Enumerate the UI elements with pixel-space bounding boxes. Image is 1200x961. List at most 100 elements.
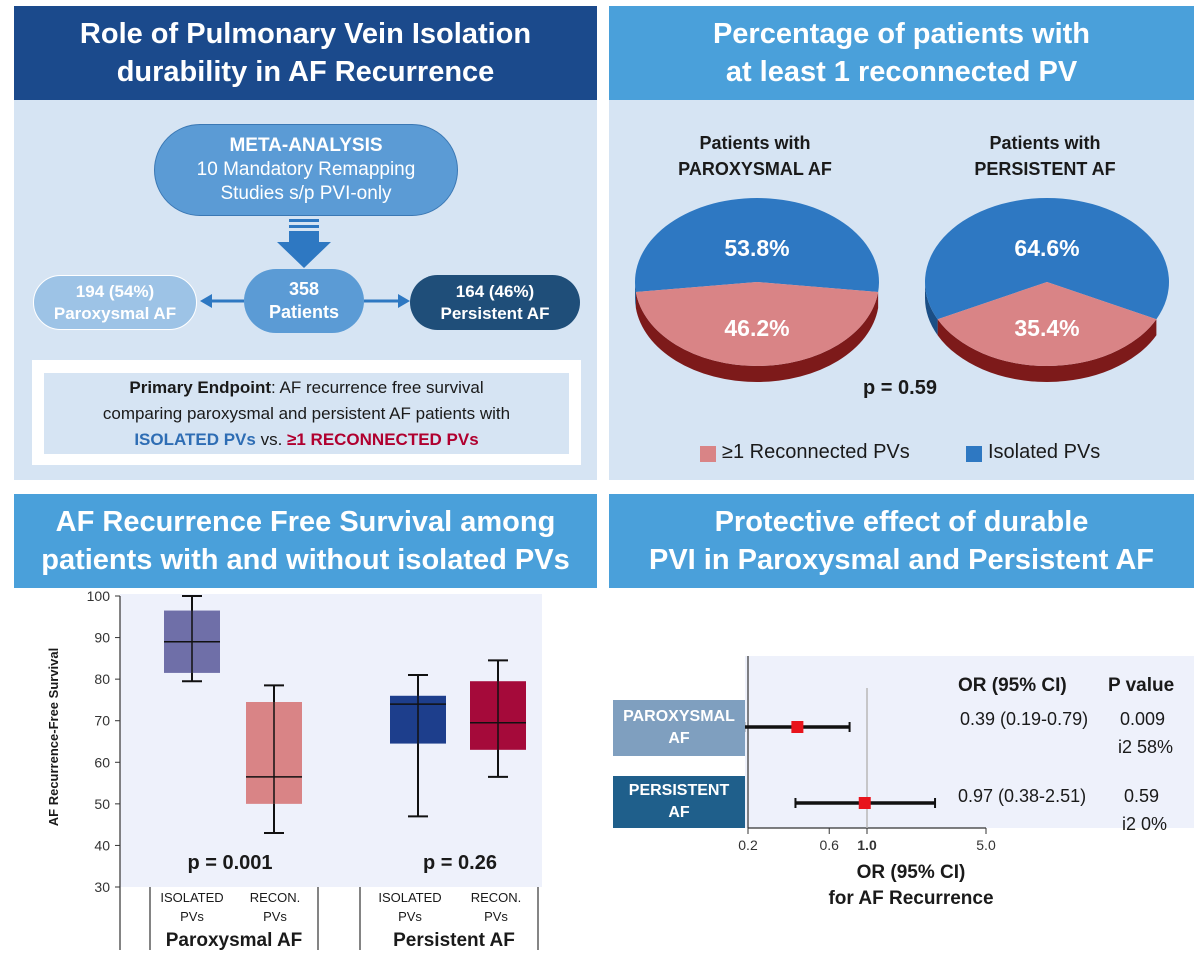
patients-label: Patients bbox=[268, 302, 340, 322]
pie2-label-reconnected: 35.4% bbox=[1014, 315, 1079, 341]
forest-row1-label-line1: PAROXYSMAL bbox=[623, 708, 735, 725]
box-y-tick-label: 60 bbox=[94, 754, 110, 770]
forest-row2-label-line2: AF bbox=[668, 804, 690, 821]
box-cat1-line1: ISOLATED bbox=[160, 890, 224, 905]
pie1-label-isolated: 53.8% bbox=[724, 235, 789, 261]
legend-reconnected-label: ≥1 Reconnected PVs bbox=[722, 441, 910, 463]
box-cat4-line1: RECON. bbox=[470, 890, 522, 905]
forest-xlabel: OR (95% CI) for AF Recurrence bbox=[800, 860, 1022, 912]
patients-node: 358 Patients bbox=[244, 269, 364, 333]
pie2-title: Patients with PERSISTENT AF bbox=[945, 130, 1145, 182]
box-cat3-line1: ISOLATED bbox=[378, 890, 442, 905]
endpoint-vs: vs. bbox=[255, 430, 288, 449]
panel4-title-line2: PVI in Paroxysmal and Persistent AF bbox=[649, 544, 1154, 576]
box-group1: Paroxysmal AF bbox=[165, 930, 303, 951]
forest-row2-label-line1: PERSISTENT bbox=[628, 782, 730, 799]
down-arrow-icon bbox=[277, 231, 331, 268]
box-cat2-line1: RECON. bbox=[249, 890, 301, 905]
panel1-title-line2: durability in AF Recurrence bbox=[116, 56, 495, 88]
meta-analysis-node: META-ANALYSIS 10 Mandatory Remapping Stu… bbox=[154, 124, 458, 216]
pie2-slice-isolated bbox=[925, 197, 1169, 320]
meta-analysis-line1: 10 Mandatory Remapping bbox=[196, 159, 416, 180]
endpoint-text2: comparing paroxysmal and persistent AF p… bbox=[102, 404, 511, 423]
pie2-title-line1: Patients with bbox=[989, 133, 1101, 153]
box-cat1-line2: PVs bbox=[180, 909, 204, 924]
forest-row2-p: 0.59 bbox=[1124, 786, 1160, 806]
down-arrow-stripe bbox=[289, 225, 319, 228]
box-cat1: ISOLATED PVs bbox=[152, 888, 232, 926]
panel2-title-line1: Percentage of patients with bbox=[712, 18, 1091, 50]
forest-row1-p: 0.009 bbox=[1120, 709, 1166, 729]
box-y-tick-label: 40 bbox=[94, 837, 110, 853]
box-y-tick-label: 80 bbox=[94, 671, 110, 687]
pie2-depth-isolated bbox=[925, 282, 938, 336]
pie1-title: Patients with PAROXYSMAL AF bbox=[655, 130, 855, 182]
forest-row2-or: 0.97 (0.38-2.51) bbox=[958, 786, 1087, 806]
box-y-tick-label: 30 bbox=[94, 879, 110, 895]
paroxysmal-node: 194 (54%) Paroxysmal AF bbox=[33, 275, 197, 330]
pie1-depth-isolated bbox=[635, 282, 636, 309]
persistent-label: Persistent AF bbox=[440, 303, 550, 323]
forest-x-tick-label: 0.2 bbox=[738, 837, 758, 853]
panel1-title: Role of Pulmonary Vein Isolation durabil… bbox=[14, 6, 597, 100]
box-p2: p = 0.26 bbox=[423, 852, 497, 874]
forest-row1-label: PAROXYSMAL AF bbox=[613, 700, 745, 756]
pie1-title-line2: PAROXYSMAL AF bbox=[678, 159, 832, 179]
persistent-count: 164 (46%) bbox=[455, 281, 535, 301]
left-arrow-icon bbox=[200, 294, 212, 308]
forest-x-tick-label: 5.0 bbox=[976, 837, 996, 853]
pie1-slice-reconnected bbox=[635, 282, 879, 366]
pie1-depth-reconnected bbox=[635, 292, 879, 382]
forest-col-p: P value bbox=[1108, 675, 1175, 696]
meta-analysis-title: META-ANALYSIS bbox=[229, 135, 383, 156]
forest-row2-i2: i2 0% bbox=[1122, 814, 1168, 834]
pie1-slice-isolated bbox=[635, 197, 879, 293]
box-p1: p = 0.001 bbox=[187, 852, 273, 874]
box-cat3: ISOLATED PVs bbox=[370, 888, 450, 926]
panel1-title-line1: Role of Pulmonary Vein Isolation bbox=[79, 18, 532, 50]
box-ylabel: AF Recurrence-Free Survival bbox=[46, 647, 61, 827]
legend-isolated-swatch bbox=[966, 446, 982, 462]
forest-col-or: OR (95% CI) bbox=[958, 675, 1067, 696]
forest-x-tick-label: 1.0 bbox=[857, 837, 877, 853]
endpoint-reconnected: ≥1 RECONNECTED PVs bbox=[287, 430, 479, 449]
pie-charts: 53.8% 46.2% 64.6% 35.4% bbox=[635, 197, 1169, 382]
forest-row1-point bbox=[791, 721, 804, 733]
forest-row1-label-line2: AF bbox=[668, 730, 690, 747]
pie-p-value: p = 0.59 bbox=[863, 377, 937, 399]
endpoint-box: Primary Endpoint: AF recurrence free sur… bbox=[44, 373, 569, 454]
legend-reconnected-swatch bbox=[700, 446, 716, 462]
down-arrow-stripe bbox=[289, 219, 319, 222]
meta-analysis-line2: Studies s/p PVI-only bbox=[220, 183, 392, 204]
pie2-label-isolated: 64.6% bbox=[1014, 235, 1079, 261]
endpoint-label: Primary Endpoint bbox=[129, 378, 272, 397]
box-cat2: RECON. PVs bbox=[235, 888, 315, 926]
box-cat2-line2: PVs bbox=[263, 909, 287, 924]
pie1-label-reconnected: 46.2% bbox=[724, 315, 789, 341]
forest-row2-label: PERSISTENT AF bbox=[613, 776, 745, 828]
pie2-title-line2: PERSISTENT AF bbox=[974, 159, 1116, 179]
persistent-node: 164 (46%) Persistent AF bbox=[410, 275, 580, 330]
paroxysmal-label: Paroxysmal AF bbox=[53, 303, 177, 323]
endpoint-isolated: ISOLATED PVs bbox=[134, 430, 256, 449]
box-y-tick-label: 50 bbox=[94, 796, 110, 812]
forest-row1-i2: i2 58% bbox=[1118, 737, 1174, 757]
paroxysmal-count: 194 (54%) bbox=[75, 281, 155, 301]
forest-row1-or: 0.39 (0.19-0.79) bbox=[960, 709, 1089, 729]
panel3-title-line2: patients with and without isolated PVs bbox=[41, 544, 570, 576]
panel2-title-line2: at least 1 reconnected PV bbox=[725, 56, 1078, 88]
pie2-slice-reconnected bbox=[937, 282, 1157, 366]
panel4-title: Protective effect of durable PVI in Paro… bbox=[609, 494, 1194, 588]
patients-count: 358 bbox=[288, 279, 320, 299]
flow-arrows bbox=[200, 219, 410, 308]
right-arrow-icon bbox=[398, 294, 410, 308]
box-y-tick-label: 90 bbox=[94, 630, 110, 646]
box-cat4: RECON. PVs bbox=[456, 888, 536, 926]
forest-xlabel-line1: OR (95% CI) bbox=[856, 862, 966, 883]
forest-x-tick-label: 0.6 bbox=[819, 837, 839, 853]
boxplot-chart: 30 40 50 60 70 80 90 100 bbox=[87, 588, 539, 950]
pie1-title-line1: Patients with bbox=[699, 133, 811, 153]
pie2-depth-reconnected bbox=[937, 319, 1157, 382]
forest-row2-point bbox=[858, 797, 871, 809]
panel4-title-line1: Protective effect of durable bbox=[714, 506, 1089, 538]
